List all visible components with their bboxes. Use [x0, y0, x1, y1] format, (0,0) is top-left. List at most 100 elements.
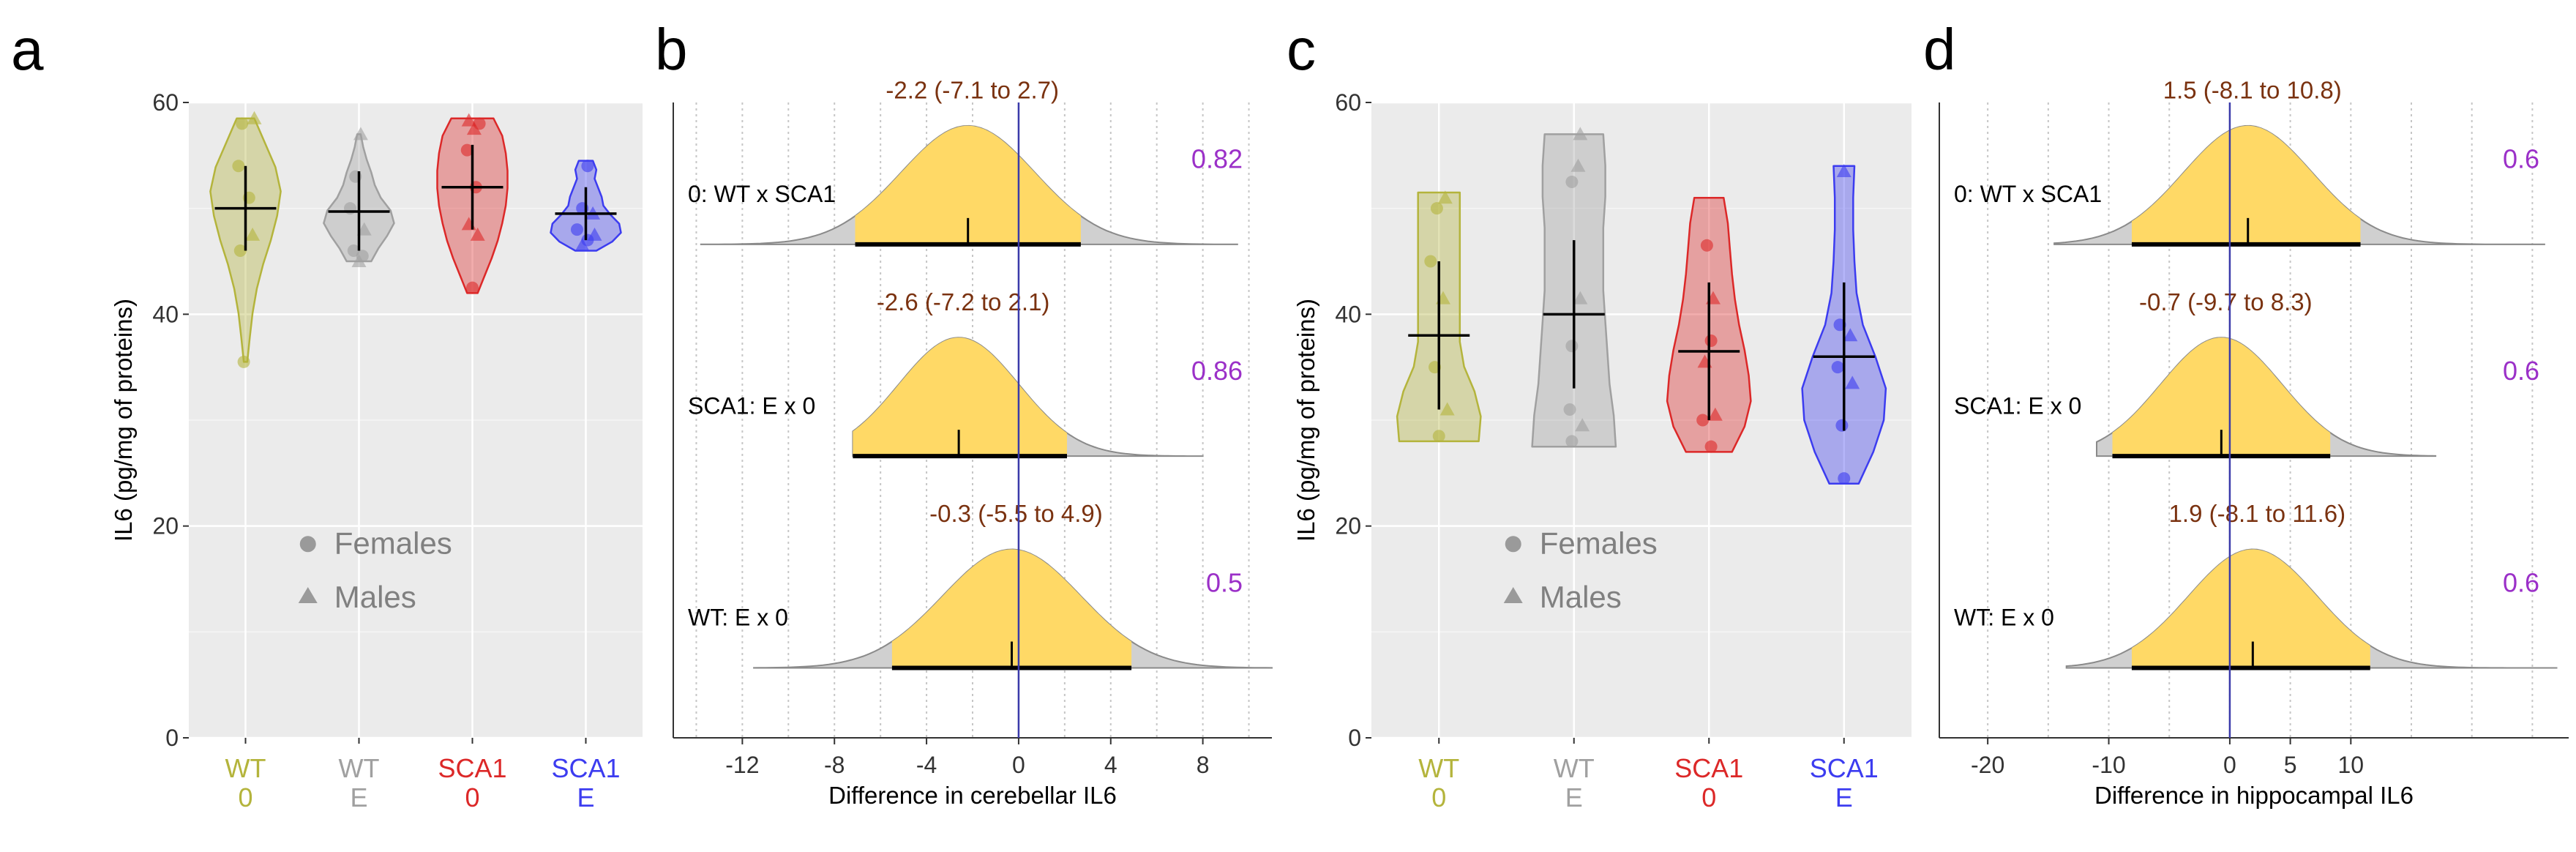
female-point [1700, 239, 1713, 252]
group-label-2: 0 [1701, 782, 1716, 812]
male-point [1575, 418, 1590, 432]
panel-letter-b: b [655, 17, 688, 82]
row-label: 0: WT x SCA1 [1954, 181, 2102, 207]
female-point [466, 281, 479, 294]
female-point [233, 244, 247, 258]
panel-d-distribution-chart: -20 -10 0 5 10 Difference in hippocampal IL6 1… [1939, 76, 2569, 809]
male-point [351, 254, 367, 267]
x-tick-label: -4 [916, 752, 937, 778]
row-label: 0: WT x SCA1 [688, 181, 836, 207]
group-label-2: E [577, 782, 594, 812]
male-point [1573, 127, 1588, 141]
male-point [1707, 407, 1723, 421]
female-point [1838, 472, 1851, 485]
female-point [1696, 414, 1710, 427]
male-point [245, 227, 261, 241]
legend-female-marker [1505, 536, 1521, 553]
y-tick-label: 20 [1335, 513, 1361, 539]
p-value: 0.6 [2503, 356, 2539, 386]
female-point [1704, 440, 1718, 453]
x-axis-title: Difference in cerebellar IL6 [828, 782, 1117, 809]
density-credible-region [891, 549, 1132, 668]
density-credible-region [2132, 125, 2361, 244]
legend-females: Females [1540, 526, 1658, 560]
p-value: 0.6 [2503, 144, 2539, 174]
x-tick-label: 5 [2284, 752, 2297, 778]
female-point [1831, 361, 1844, 374]
x-tick-label: 4 [1104, 752, 1117, 778]
group-label-2: E [1835, 782, 1853, 812]
density-credible-region [855, 125, 1081, 244]
y-tick-label: 40 [152, 301, 179, 327]
panel-letter-c: c [1287, 17, 1316, 82]
group-label-2: E [1565, 782, 1583, 812]
p-value: 0.5 [1206, 567, 1243, 597]
female-point [1835, 419, 1849, 432]
group-label-1: SCA1 [1810, 753, 1879, 783]
female-point [1430, 202, 1443, 215]
row-label: SCA1: E x 0 [688, 392, 815, 419]
group-label-1: WT [1418, 753, 1459, 783]
legend-females: Females [334, 526, 452, 560]
group-label-1: WT [339, 753, 380, 783]
female-point [581, 160, 594, 173]
legend-males: Males [334, 580, 416, 614]
x-tick-label: 0 [2223, 752, 2236, 778]
legend-male-marker [1503, 587, 1523, 604]
ci-label: -2.2 (-7.1 to 2.7) [886, 76, 1059, 103]
ci-label: 1.9 (-8.1 to 11.6) [2169, 500, 2346, 527]
row-label: SCA1: E x 0 [1954, 392, 2081, 419]
group-label-2: 0 [465, 782, 479, 812]
male-point [470, 227, 485, 241]
male-point [1437, 190, 1453, 204]
x-tick-label: -20 [1971, 752, 2004, 778]
male-point [574, 238, 590, 252]
p-value: 0.6 [2503, 567, 2539, 597]
y-tick-label: 0 [1348, 725, 1361, 751]
panel-b-distribution-chart: -12 -8 -4 0 4 8 Difference in cerebellar IL6 -2… [673, 76, 1273, 809]
female-point [237, 355, 250, 368]
y-axis-title: IL6 (pg/mg of proteins) [110, 299, 137, 542]
group-label-2: 0 [238, 782, 252, 812]
y-axis-title: IL6 (pg/mg of proteins) [1292, 299, 1319, 542]
legend-female-marker [299, 536, 316, 553]
female-point [1424, 255, 1437, 268]
female-point [1565, 176, 1579, 188]
female-point [1432, 430, 1445, 443]
row-label: WT: E x 0 [1954, 605, 2054, 631]
density-credible-region [2132, 549, 2370, 668]
x-tick-label: -12 [725, 752, 759, 778]
group-label-1: SCA1 [1674, 753, 1743, 783]
group-label-2: E [350, 782, 367, 812]
female-point [570, 223, 583, 236]
male-point [247, 111, 262, 124]
group-label-1: SCA1 [438, 753, 506, 783]
x-tick-label: 10 [2338, 752, 2365, 778]
p-value: 0.86 [1191, 356, 1243, 386]
x-tick-label: 0 [1012, 752, 1025, 778]
female-point [232, 160, 245, 173]
group-label-1: WT [225, 753, 266, 783]
male-point [466, 122, 482, 135]
y-tick-label: 0 [165, 725, 179, 751]
male-point [1570, 158, 1586, 172]
y-tick-label: 60 [1335, 89, 1361, 116]
row-label: WT: E x 0 [688, 605, 788, 631]
y-tick-label: 20 [152, 513, 179, 539]
x-axis-title: Difference in hippocampal IL6 [2094, 782, 2414, 809]
y-tick-label: 60 [152, 89, 179, 116]
group-label-1: SCA1 [551, 753, 620, 783]
x-tick-label: -8 [824, 752, 845, 778]
ci-label: -2.6 (-7.2 to 2.1) [877, 288, 1050, 315]
male-point [1836, 164, 1852, 178]
density-credible-region [2112, 337, 2331, 457]
legend-males: Males [1540, 580, 1622, 614]
x-tick-label: 8 [1197, 752, 1210, 778]
p-value: 0.82 [1191, 144, 1243, 174]
male-point [1843, 328, 1858, 342]
y-tick-label: 40 [1335, 301, 1361, 327]
male-point [353, 127, 368, 141]
